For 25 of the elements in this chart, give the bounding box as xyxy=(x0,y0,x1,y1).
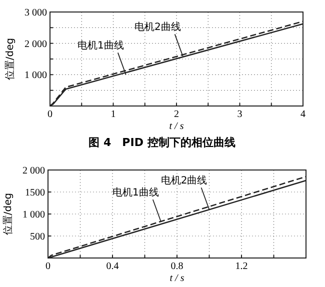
x-tick-label: 1.2 xyxy=(235,261,248,272)
x-tick-label: 4 xyxy=(300,109,306,120)
x-axis-title: t / s xyxy=(170,273,184,284)
x-tick-label: 0 xyxy=(46,261,50,272)
x-tick-label: 3 xyxy=(237,109,242,120)
y-tick-label: 2 000 xyxy=(22,166,45,176)
y-tick-label: 500 xyxy=(30,232,45,242)
y-tick-label: 1500 xyxy=(25,188,45,198)
x-tick-label: 1 xyxy=(110,109,116,120)
x-tick-label: 0.8 xyxy=(170,261,184,272)
y-tick-label: 1 000 xyxy=(22,210,45,220)
x-tick-label: 2 xyxy=(174,109,179,120)
annotation: 电机2曲线 xyxy=(160,174,208,187)
annotation: 电机2曲线 xyxy=(134,21,181,34)
y-axis-title: 位置/deg xyxy=(4,38,16,80)
y-tick-label: 3 000 xyxy=(24,8,47,18)
y-tick-label: 1 000 xyxy=(24,70,47,82)
annotation: 电机1曲线 xyxy=(78,40,124,52)
annotation: 电机1曲线 xyxy=(112,186,159,198)
y-tick-label: 2 000 xyxy=(24,38,47,50)
x-axis-title: t / s xyxy=(169,121,184,132)
y-axis-title: 位置/deg xyxy=(2,192,14,236)
x-tick-label: 0.4 xyxy=(106,261,119,272)
x-tick-label: 0 xyxy=(48,109,52,120)
caption: 图 4 PID 控制下的相位曲线 xyxy=(88,136,236,149)
